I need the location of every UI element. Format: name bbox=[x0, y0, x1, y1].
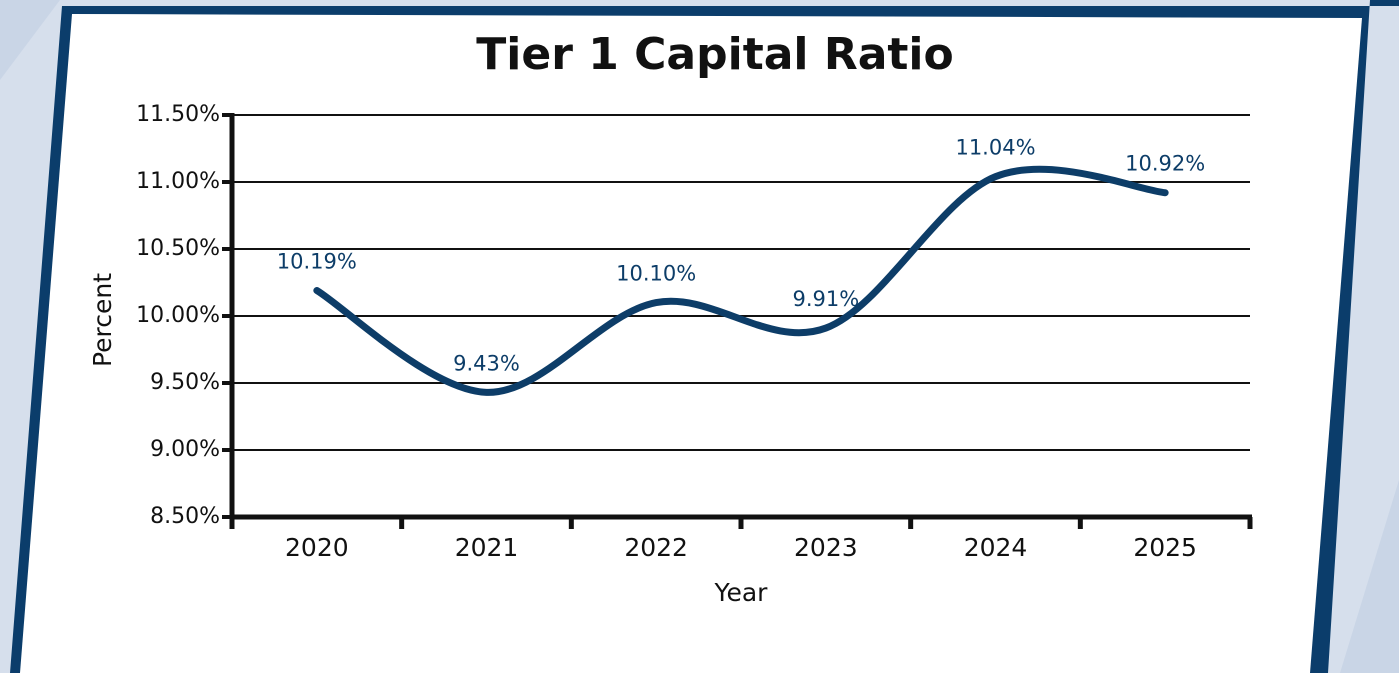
panel bbox=[20, 14, 1362, 673]
data-label: 10.10% bbox=[616, 262, 696, 286]
data-label: 9.91% bbox=[792, 287, 859, 311]
y-tick-label: 9.50% bbox=[150, 370, 220, 395]
data-label: 10.92% bbox=[1125, 152, 1205, 176]
x-tick-label: 2025 bbox=[1133, 533, 1197, 562]
data-label: 10.19% bbox=[277, 250, 357, 274]
y-tick-label: 10.50% bbox=[136, 236, 220, 261]
background-shape bbox=[1340, 480, 1399, 673]
y-tick-label: 8.50% bbox=[150, 504, 220, 529]
y-tick-label: 11.00% bbox=[136, 169, 220, 194]
x-tick-label: 2023 bbox=[794, 533, 858, 562]
x-tick-label: 2020 bbox=[285, 533, 349, 562]
y-tick-label: 11.50% bbox=[136, 102, 220, 127]
x-tick-label: 2022 bbox=[624, 533, 688, 562]
x-axis-label: Year bbox=[714, 578, 769, 607]
line bbox=[313, 165, 1169, 396]
x-tick-label: 2024 bbox=[964, 533, 1028, 562]
data-label: 11.04% bbox=[955, 136, 1035, 160]
chart-title: Tier 1 Capital Ratio bbox=[476, 29, 954, 80]
y-tick-label: 9.00% bbox=[150, 437, 220, 462]
background-shape bbox=[0, 0, 520, 80]
x-tick-label: 2021 bbox=[455, 533, 519, 562]
y-axis-label: Percent bbox=[88, 273, 117, 367]
y-tick-label: 10.00% bbox=[136, 303, 220, 328]
data-label: 9.43% bbox=[453, 351, 520, 375]
